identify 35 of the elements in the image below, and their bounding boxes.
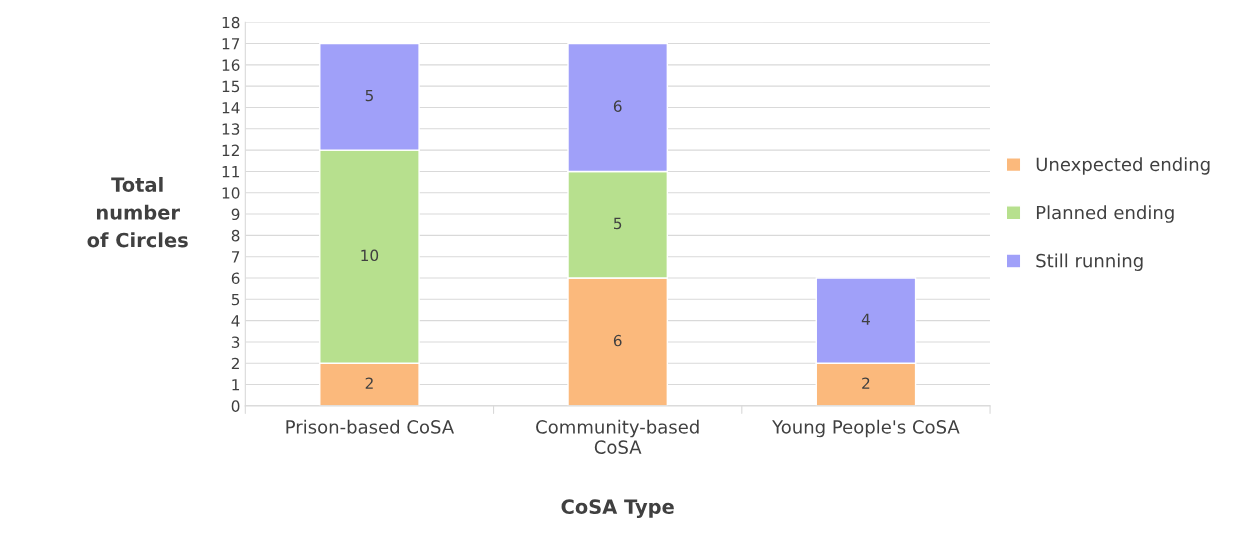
x-tick-label: Young People's CoSA	[772, 419, 960, 438]
y-tick-label: 12	[222, 144, 239, 156]
x-tick-label: Prison-based CoSA	[286, 419, 455, 434]
y-tick-label: 2	[231, 357, 239, 370]
y-tick-label: 4	[231, 315, 240, 327]
y-tick-label: 13	[222, 123, 240, 135]
data-label: 10	[361, 249, 379, 262]
data-label: 5	[365, 89, 373, 102]
y-tick-label: 5	[231, 293, 240, 306]
y-tick-label: 15	[222, 80, 240, 93]
y-tick-label: 6	[231, 272, 240, 285]
data-label: 4	[861, 313, 870, 325]
data-label: 6	[613, 100, 622, 112]
y-tick-label: 1	[232, 379, 240, 391]
y-tick-label: 14	[222, 102, 240, 114]
y-tick-label: 8	[231, 229, 240, 242]
data-label: 2	[365, 377, 373, 389]
y-tick-label: 0	[231, 400, 240, 412]
y-tick-label: 9	[231, 208, 240, 221]
y-axis-title: Total number of Circles	[87, 176, 188, 248]
legend-label: Still running	[1036, 253, 1143, 271]
y-tick-label: 11	[222, 166, 240, 178]
y-tick-label: 17	[222, 38, 240, 50]
data-label: 2	[862, 377, 870, 389]
y-tick-label: 18	[222, 16, 240, 29]
data-label: 6	[613, 334, 622, 347]
x-tick-label: Community-based CoSA	[536, 419, 699, 454]
y-tick-label: 7	[231, 251, 240, 263]
y-tick-label: 10	[222, 187, 240, 199]
data-label: 5	[614, 217, 622, 230]
x-axis-title: CoSA Type	[561, 499, 674, 518]
y-tick-label: 16	[222, 59, 240, 71]
legend-label: Unexpected ending	[1036, 157, 1210, 175]
y-tick-label: 3	[231, 336, 240, 348]
legend-label: Planned ending	[1036, 205, 1174, 223]
